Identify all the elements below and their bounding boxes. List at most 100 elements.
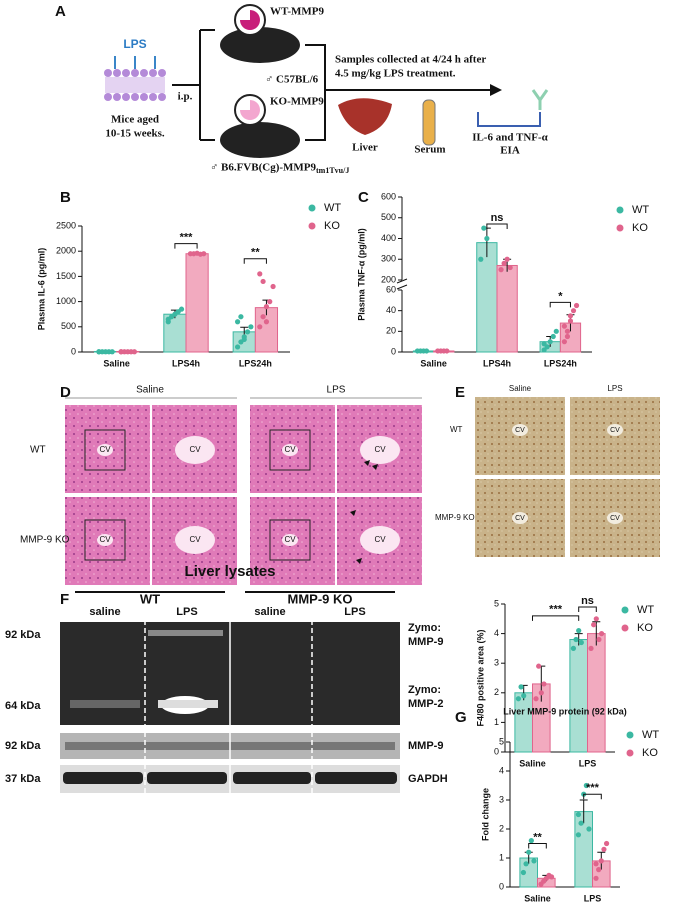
y-axis-label: Fold change <box>480 788 490 841</box>
vessel-label: CV <box>189 535 201 544</box>
panel-label: D <box>60 384 71 401</box>
y-tick-label: 2500 <box>56 220 76 230</box>
data-point <box>201 251 207 257</box>
data-point <box>561 339 567 345</box>
label: 4.5 mg/kg LPS treatment. <box>335 68 456 80</box>
data-point <box>575 811 582 818</box>
data-point <box>564 333 571 340</box>
legend-marker <box>621 606 629 614</box>
data-point <box>578 639 584 646</box>
data-point <box>593 616 599 622</box>
legend-marker <box>626 731 634 739</box>
data-point <box>533 696 539 702</box>
western-blot <box>60 591 400 795</box>
data-point <box>550 333 556 340</box>
legend-marker <box>616 224 624 232</box>
data-point <box>570 308 577 314</box>
x-tick-label: Saline <box>524 893 551 903</box>
data-point <box>576 628 582 634</box>
label: MMP-9 KO <box>20 535 70 546</box>
plate <box>477 112 541 127</box>
data-point <box>523 861 529 867</box>
lipid-bilayer <box>104 69 166 101</box>
label: WT-MMP9 <box>270 6 324 18</box>
data-point <box>521 693 527 699</box>
data-point <box>109 349 115 355</box>
y-tick-label: 20 <box>386 326 396 336</box>
data-point <box>603 840 610 847</box>
label: Samples collected at 4/24 h after <box>335 54 486 66</box>
label: Liver <box>352 142 378 154</box>
data-point <box>598 858 604 864</box>
y-tick-label: 600 <box>381 191 396 201</box>
vessel-label: CV <box>284 445 296 454</box>
label: Serum <box>414 144 445 156</box>
data-point <box>504 256 510 262</box>
data-point <box>586 826 592 832</box>
label: 64 kDa <box>5 700 41 712</box>
label: Saline <box>136 385 164 396</box>
y-tick-label: 0 <box>499 881 504 891</box>
arrow <box>305 44 490 141</box>
label: GAPDH <box>408 773 448 785</box>
label: KO-MMP9 <box>270 96 324 108</box>
panel-label: G <box>455 709 467 726</box>
label: Zymo: <box>408 684 441 696</box>
x-tick-label: LPS <box>584 893 602 903</box>
data-point <box>528 838 534 844</box>
data-point <box>526 849 532 855</box>
label: MMP-9 <box>408 740 443 752</box>
label: ♂ B6.FVB(Cg)-MMP9tm1Tvu/J <box>210 162 349 175</box>
legend-marker <box>308 222 316 230</box>
data-point <box>548 874 555 880</box>
data-point <box>573 636 579 643</box>
legend-label: KO <box>642 747 658 759</box>
data-point <box>263 304 270 310</box>
legend-label: WT <box>637 604 654 616</box>
data-point <box>520 869 527 876</box>
y-tick-label: 0 <box>71 346 76 356</box>
y-tick-label: 1500 <box>56 271 76 281</box>
significance-bracket <box>583 793 602 800</box>
legend-marker <box>308 204 316 212</box>
data-point <box>165 316 171 322</box>
label: 10-15 weeks. <box>105 128 165 140</box>
y-tick-label: 5 <box>494 598 499 608</box>
x-tick-label: Saline <box>420 358 447 368</box>
data-point <box>260 278 266 285</box>
significance-bracket <box>532 615 580 621</box>
y-axis-label: Plasma TNF-α (pg/ml) <box>356 228 366 321</box>
y-tick-label: 400 <box>381 233 396 243</box>
data-point <box>591 622 597 628</box>
data-point <box>567 313 574 319</box>
panel-label: E <box>455 384 465 401</box>
bar <box>514 692 534 753</box>
x-tick-label: Saline <box>103 358 130 368</box>
x-tick-label: LPS <box>579 758 597 768</box>
y-tick-label: 4 <box>499 765 504 775</box>
label: LPS <box>327 385 346 396</box>
data-point <box>553 328 559 334</box>
x-tick-label: LPS24h <box>239 358 272 368</box>
significance-label: ** <box>533 831 542 843</box>
significance-bracket <box>549 301 571 308</box>
legend-label: WT <box>632 204 649 216</box>
y-tick-label: 2000 <box>56 246 76 256</box>
data-point <box>241 336 247 342</box>
bar <box>587 633 606 753</box>
vessel-label: CV <box>374 535 386 544</box>
label: MMP-9 KO <box>435 513 475 522</box>
y-tick-label: 3 <box>494 658 499 668</box>
tube <box>422 99 436 146</box>
y-tick-label: 60 <box>386 284 396 294</box>
significance-bracket <box>243 258 267 264</box>
blot-title: Liver lysates <box>185 563 276 580</box>
y-tick-label: 200 <box>381 274 396 284</box>
vessel-label: CV <box>610 427 620 434</box>
error-bar <box>574 633 583 646</box>
y-tick-label: 3 <box>499 794 504 804</box>
data-point <box>593 861 599 867</box>
micrographs-d <box>65 397 422 585</box>
y-tick-label: 40 <box>386 305 396 315</box>
y-axis-label: F4/80 positive area (%) <box>475 629 485 726</box>
